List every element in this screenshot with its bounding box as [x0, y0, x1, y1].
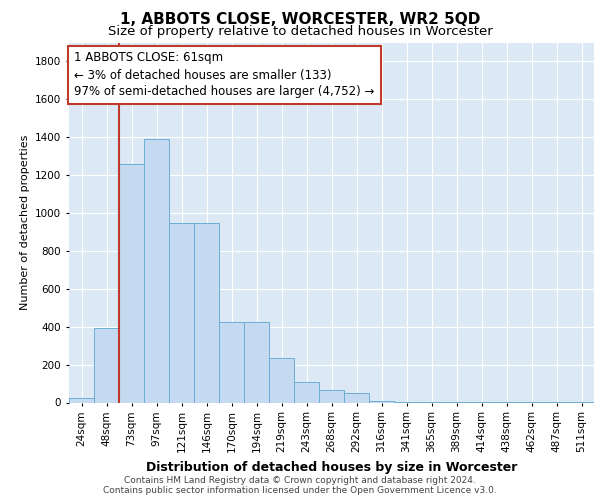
Bar: [344, 393, 369, 402]
Text: 1 ABBOTS CLOSE: 61sqm
← 3% of detached houses are smaller (133)
97% of semi-deta: 1 ABBOTS CLOSE: 61sqm ← 3% of detached h…: [74, 52, 374, 98]
Text: Contains public sector information licensed under the Open Government Licence v3: Contains public sector information licen…: [103, 486, 497, 495]
Bar: [294, 382, 319, 402]
Bar: [169, 222, 194, 402]
Bar: [94, 328, 119, 402]
Bar: [244, 322, 269, 402]
Bar: [194, 222, 219, 402]
Bar: [69, 398, 94, 402]
Bar: [319, 390, 344, 402]
Bar: [369, 400, 394, 402]
Bar: [144, 139, 169, 402]
Text: Size of property relative to detached houses in Worcester: Size of property relative to detached ho…: [107, 25, 493, 38]
Bar: [119, 164, 144, 402]
X-axis label: Distribution of detached houses by size in Worcester: Distribution of detached houses by size …: [146, 460, 517, 473]
Y-axis label: Number of detached properties: Number of detached properties: [20, 135, 29, 310]
Text: Contains HM Land Registry data © Crown copyright and database right 2024.: Contains HM Land Registry data © Crown c…: [124, 476, 476, 485]
Bar: [269, 358, 294, 403]
Text: 1, ABBOTS CLOSE, WORCESTER, WR2 5QD: 1, ABBOTS CLOSE, WORCESTER, WR2 5QD: [120, 12, 480, 28]
Bar: [219, 322, 244, 402]
